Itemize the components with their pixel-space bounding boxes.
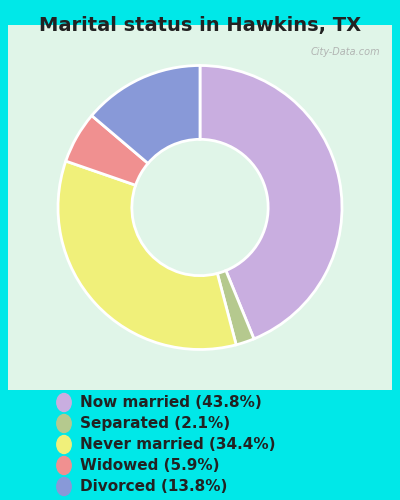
Wedge shape xyxy=(66,116,148,185)
Wedge shape xyxy=(92,66,200,164)
Text: Widowed (5.9%): Widowed (5.9%) xyxy=(80,458,220,473)
Text: Now married (43.8%): Now married (43.8%) xyxy=(80,395,262,410)
Wedge shape xyxy=(217,270,254,345)
Text: Marital status in Hawkins, TX: Marital status in Hawkins, TX xyxy=(39,16,361,35)
Wedge shape xyxy=(200,66,342,339)
Text: Never married (34.4%): Never married (34.4%) xyxy=(80,437,276,452)
Text: City-Data.com: City-Data.com xyxy=(311,47,380,57)
Text: Divorced (13.8%): Divorced (13.8%) xyxy=(80,479,227,494)
Wedge shape xyxy=(58,161,236,350)
Text: Separated (2.1%): Separated (2.1%) xyxy=(80,416,230,431)
